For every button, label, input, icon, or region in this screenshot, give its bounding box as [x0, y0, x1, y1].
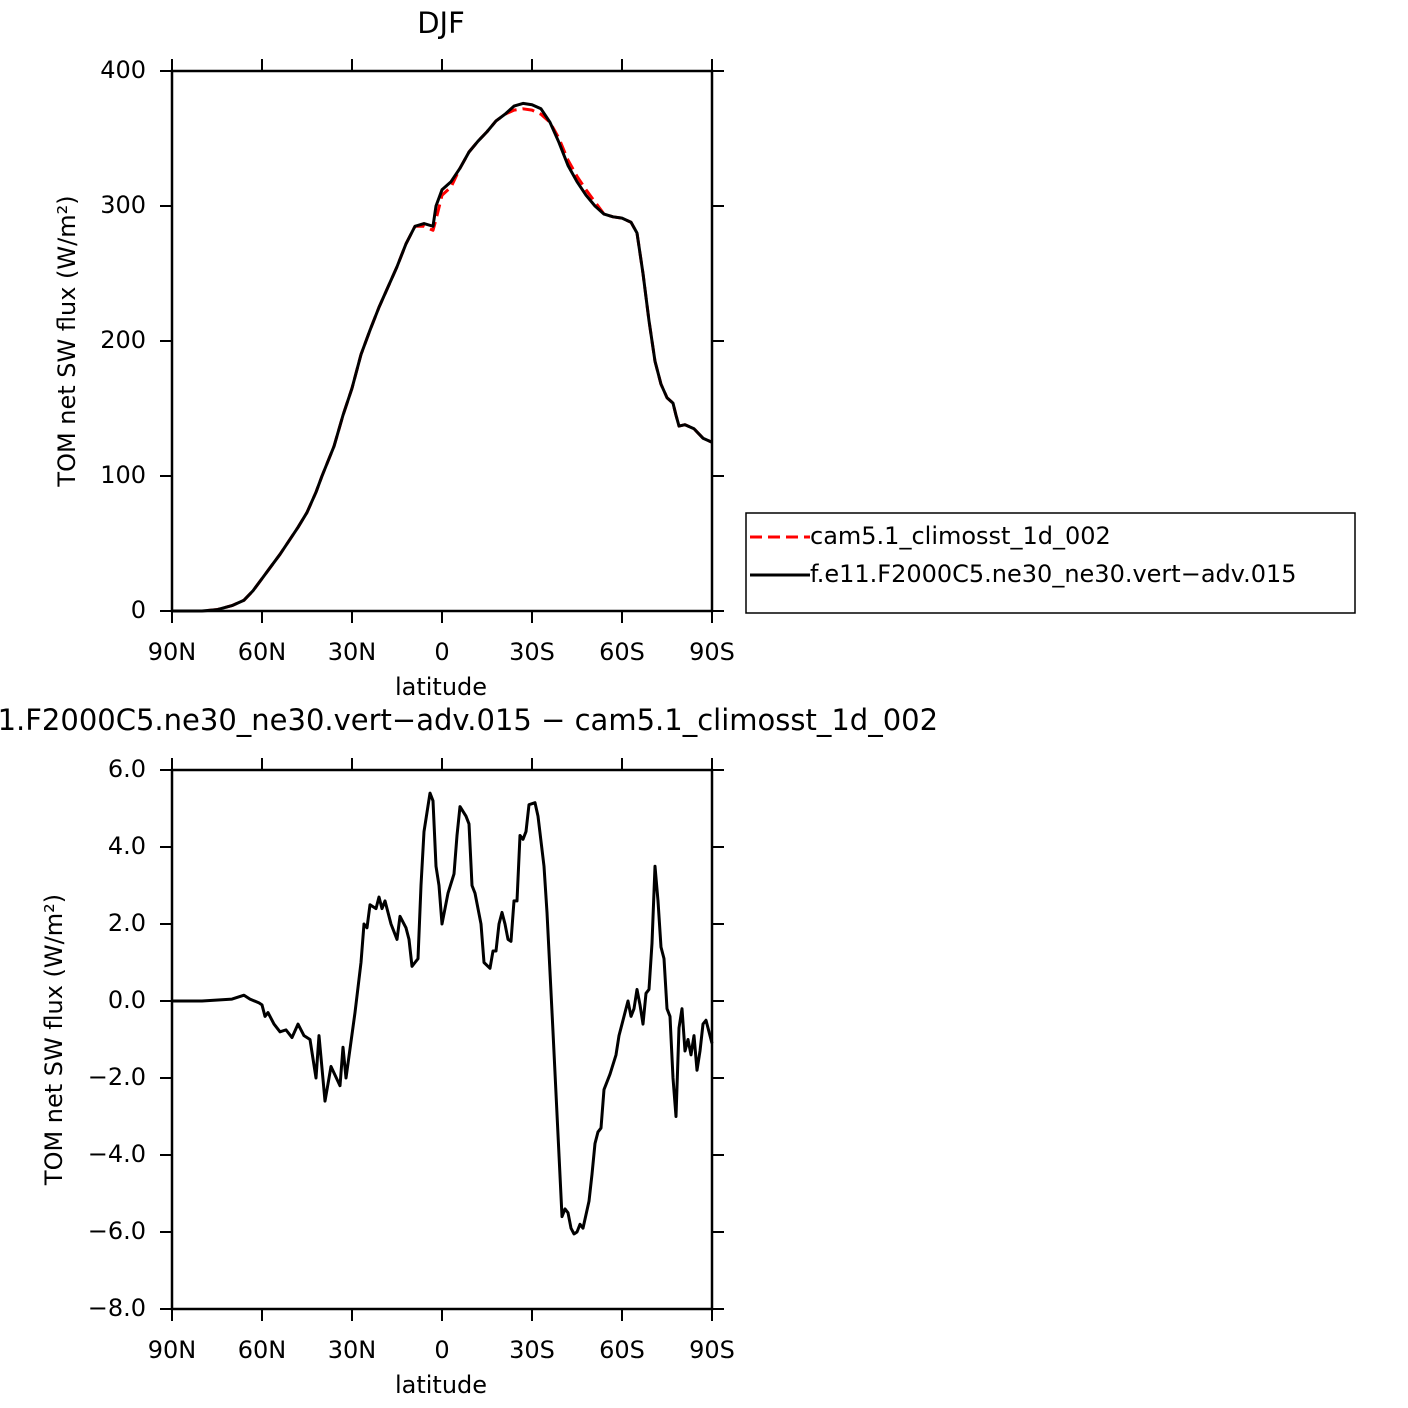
chart-title: f.e11.F2000C5.ne30_ne30.vert−adv.015 − c…	[0, 703, 938, 737]
x-tick-label: 90S	[689, 638, 735, 666]
x-tick-label: 90N	[148, 638, 197, 666]
legend-label: cam5.1_climosst_1d_002	[810, 522, 1111, 550]
legend-label: f.e11.F2000C5.ne30_ne30.vert−adv.015	[810, 560, 1297, 588]
data-line	[172, 107, 713, 613]
x-tick-label: 0	[434, 638, 449, 666]
plot-frame	[170, 768, 714, 1311]
x-tick-label: 60S	[599, 1336, 645, 1364]
x-tick-label: 30S	[509, 1336, 555, 1364]
plot-frame	[170, 69, 714, 613]
y-tick-label: 2.0	[108, 909, 146, 937]
y-tick-label: −4.0	[88, 1140, 146, 1168]
y-tick-label: −6.0	[88, 1217, 146, 1245]
x-tick-label: 30N	[328, 638, 377, 666]
x-tick-label: 90N	[148, 1336, 197, 1364]
chart-title: DJF	[417, 6, 465, 40]
y-tick-label: 200	[100, 326, 146, 354]
y-tick-label: −8.0	[88, 1294, 146, 1322]
x-tick-label: 30S	[509, 638, 555, 666]
x-tick-label: 90S	[689, 1336, 735, 1364]
legend-box	[745, 512, 1356, 614]
y-tick-label: 300	[100, 191, 146, 219]
x-tick-label: 30N	[328, 1336, 377, 1364]
y-axis-label: TOM net SW flux (W/m²)	[40, 894, 68, 1186]
x-tick-label: 60S	[599, 638, 645, 666]
y-tick-label: 0.0	[108, 986, 146, 1014]
y-tick-label: 6.0	[108, 755, 146, 783]
y-tick-label: −2.0	[88, 1063, 146, 1091]
y-tick-label: 0	[131, 596, 146, 624]
y-tick-label: 4.0	[108, 832, 146, 860]
x-tick-label: 0	[434, 1336, 449, 1364]
y-tick-label: 400	[100, 56, 146, 84]
y-tick-label: 100	[100, 461, 146, 489]
x-tick-label: 60N	[238, 638, 287, 666]
data-line	[172, 101, 713, 613]
x-axis-label: latitude	[395, 1371, 487, 1399]
data-line	[172, 791, 714, 1236]
x-tick-label: 60N	[238, 1336, 287, 1364]
y-axis-label: TOM net SW flux (W/m²)	[53, 195, 81, 487]
x-axis-label: latitude	[395, 673, 487, 701]
